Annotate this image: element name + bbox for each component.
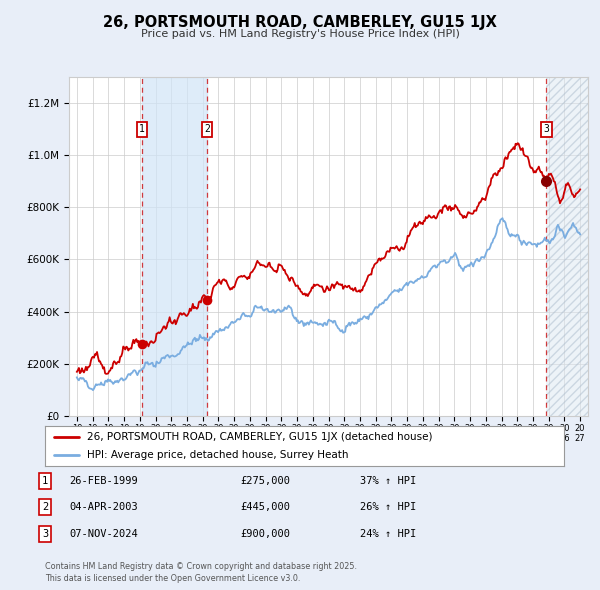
Text: £275,000: £275,000 [240,476,290,486]
Text: 37% ↑ HPI: 37% ↑ HPI [360,476,416,486]
Text: 1: 1 [139,124,145,135]
Bar [547,77,588,416]
Text: 2: 2 [204,124,210,135]
Text: 07-NOV-2024: 07-NOV-2024 [69,529,138,539]
Text: HPI: Average price, detached house, Surrey Heath: HPI: Average price, detached house, Surr… [86,450,348,460]
Text: Contains HM Land Registry data © Crown copyright and database right 2025.
This d: Contains HM Land Registry data © Crown c… [45,562,357,583]
Text: 2: 2 [42,503,48,512]
Text: 3: 3 [544,124,549,135]
Text: 24% ↑ HPI: 24% ↑ HPI [360,529,416,539]
Text: 26, PORTSMOUTH ROAD, CAMBERLEY, GU15 1JX (detached house): 26, PORTSMOUTH ROAD, CAMBERLEY, GU15 1JX… [86,432,432,442]
Text: £900,000: £900,000 [240,529,290,539]
Text: Price paid vs. HM Land Registry's House Price Index (HPI): Price paid vs. HM Land Registry's House … [140,29,460,38]
Bar [547,77,588,416]
Text: £445,000: £445,000 [240,503,290,512]
Text: 04-APR-2003: 04-APR-2003 [69,503,138,512]
Text: 26-FEB-1999: 26-FEB-1999 [69,476,138,486]
Text: 1: 1 [42,476,48,486]
Bar [142,77,207,416]
Text: 3: 3 [42,529,48,539]
Text: 26% ↑ HPI: 26% ↑ HPI [360,503,416,512]
Text: 26, PORTSMOUTH ROAD, CAMBERLEY, GU15 1JX: 26, PORTSMOUTH ROAD, CAMBERLEY, GU15 1JX [103,15,497,30]
